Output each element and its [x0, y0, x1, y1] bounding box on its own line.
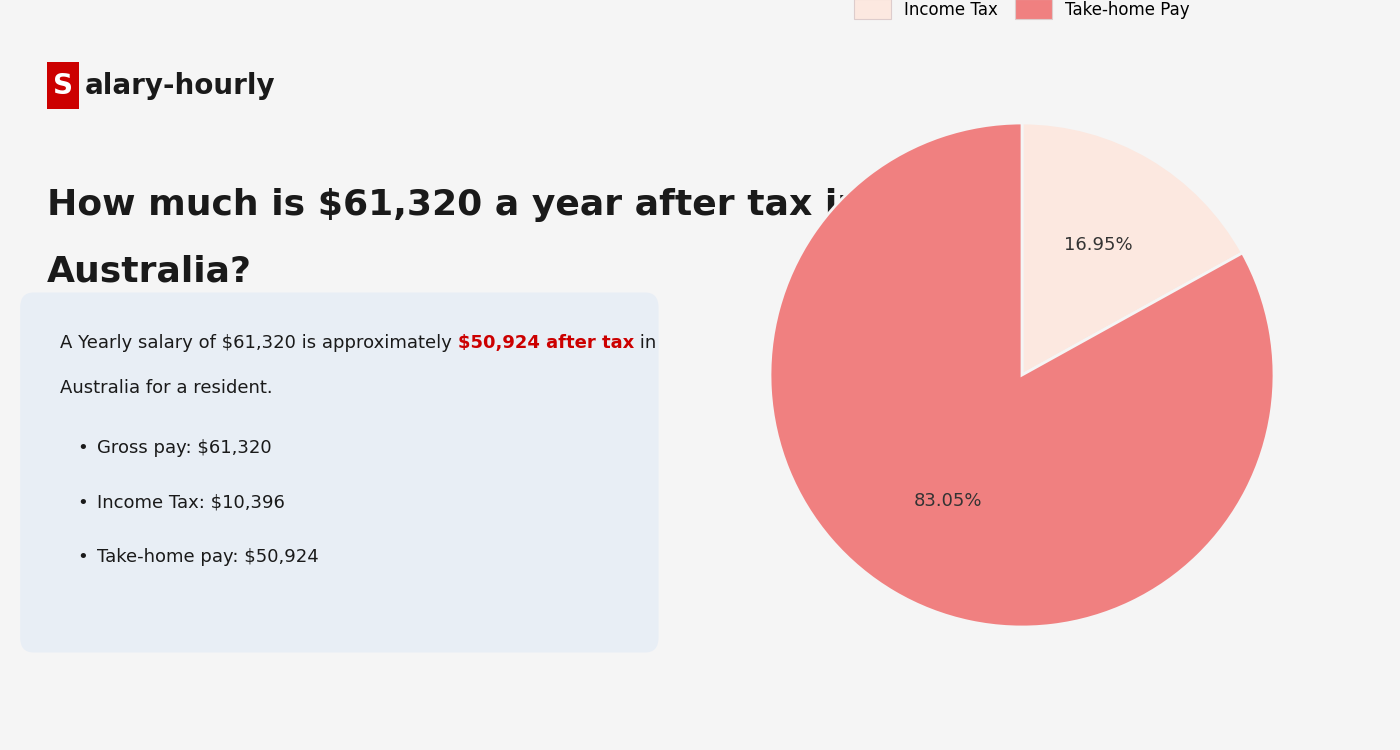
Text: Gross pay: $61,320: Gross pay: $61,320: [98, 439, 272, 457]
FancyBboxPatch shape: [48, 62, 80, 109]
Text: A Yearly salary of $61,320 is approximately: A Yearly salary of $61,320 is approximat…: [60, 334, 458, 352]
Text: Australia?: Australia?: [48, 255, 252, 289]
Legend: Income Tax, Take-home Pay: Income Tax, Take-home Pay: [848, 0, 1196, 26]
Text: •: •: [77, 439, 88, 457]
Text: Australia for a resident.: Australia for a resident.: [60, 379, 273, 397]
Text: Take-home pay: $50,924: Take-home pay: $50,924: [98, 548, 319, 566]
Text: •: •: [77, 548, 88, 566]
Text: in: in: [634, 334, 657, 352]
Text: •: •: [77, 494, 88, 512]
Text: How much is $61,320 a year after tax in: How much is $61,320 a year after tax in: [48, 188, 862, 221]
Text: 16.95%: 16.95%: [1064, 236, 1133, 254]
Text: $50,924 after tax: $50,924 after tax: [458, 334, 634, 352]
Text: 83.05%: 83.05%: [914, 492, 981, 510]
Text: Income Tax: $10,396: Income Tax: $10,396: [98, 494, 286, 512]
Text: alary-hourly: alary-hourly: [84, 71, 276, 100]
Wedge shape: [770, 123, 1274, 627]
Text: S: S: [53, 71, 73, 100]
FancyBboxPatch shape: [20, 292, 658, 652]
Wedge shape: [1022, 123, 1242, 375]
